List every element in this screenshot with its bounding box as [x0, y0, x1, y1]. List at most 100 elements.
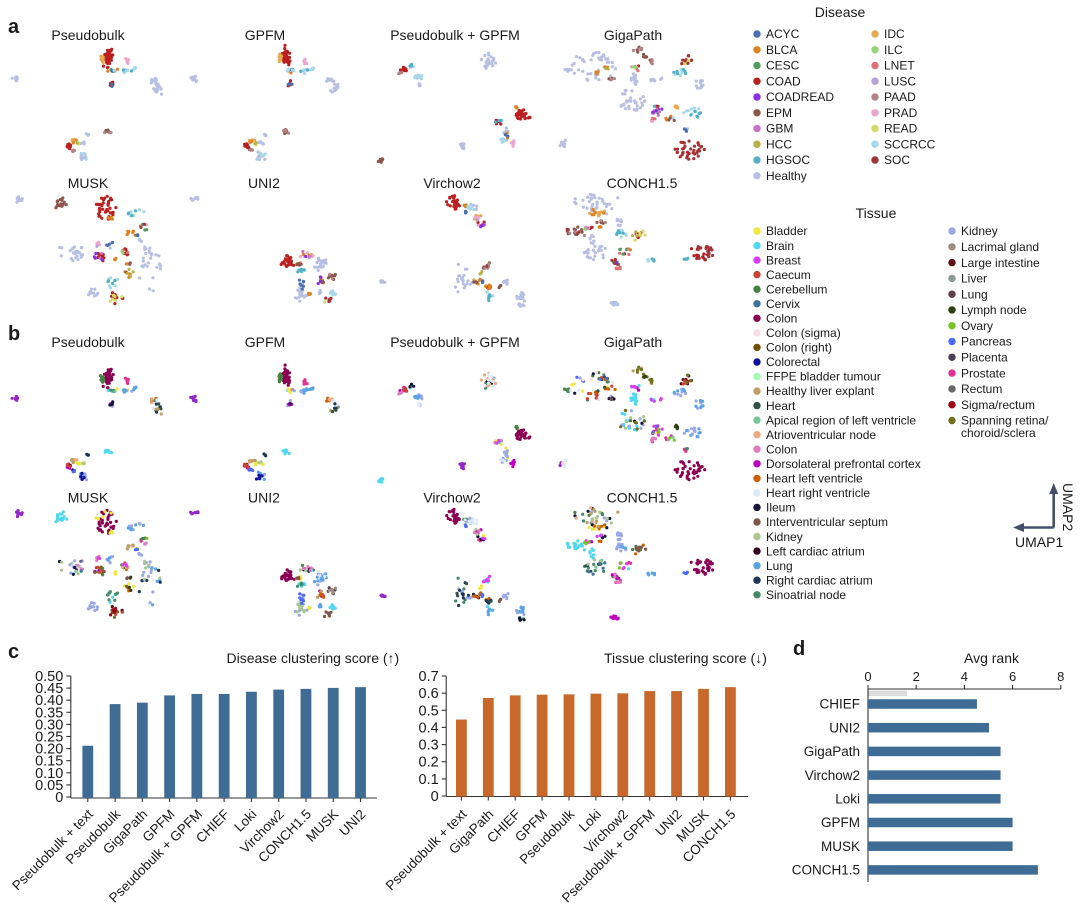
- svg-text:Lymph node: Lymph node: [961, 303, 1027, 317]
- svg-text:0: 0: [55, 790, 63, 806]
- svg-text:d: d: [793, 638, 805, 660]
- svg-text:Breast: Breast: [766, 253, 801, 267]
- svg-text:Sigma/rectum: Sigma/rectum: [961, 398, 1035, 412]
- svg-text:Lung: Lung: [766, 559, 793, 573]
- svg-text:UMAP1: UMAP1: [1015, 534, 1063, 550]
- svg-text:Heart right ventricle: Heart right ventricle: [766, 486, 870, 500]
- svg-text:0.40: 0.40: [35, 693, 63, 709]
- svg-text:Pseudobulk + GPFM: Pseudobulk + GPFM: [390, 27, 520, 43]
- svg-text:Healthy liver explant: Healthy liver explant: [766, 384, 875, 398]
- svg-text:Disease: Disease: [815, 4, 866, 20]
- svg-text:Large intestine: Large intestine: [961, 256, 1040, 270]
- svg-text:Heart left ventricle: Heart left ventricle: [766, 472, 863, 486]
- svg-text:0.30: 0.30: [35, 717, 63, 733]
- svg-text:0: 0: [431, 789, 439, 805]
- svg-text:UNI2: UNI2: [829, 720, 860, 735]
- svg-text:c: c: [8, 641, 19, 663]
- svg-text:Spanning retina/: Spanning retina/: [961, 414, 1049, 428]
- svg-text:Liver: Liver: [961, 272, 987, 286]
- svg-text:Virchow2: Virchow2: [423, 175, 481, 191]
- svg-text:Lung: Lung: [961, 287, 988, 301]
- svg-text:GigaPath: GigaPath: [604, 334, 662, 350]
- svg-text:Healthy: Healthy: [766, 169, 807, 183]
- svg-text:Virchow2: Virchow2: [805, 768, 860, 783]
- svg-text:Interventricular septum: Interventricular septum: [766, 515, 888, 529]
- svg-text:GPFM: GPFM: [245, 334, 285, 350]
- svg-text:COAD: COAD: [766, 75, 801, 89]
- svg-text:COADREAD: COADREAD: [766, 90, 834, 104]
- svg-text:8: 8: [1057, 669, 1064, 684]
- svg-text:MUSK: MUSK: [821, 839, 860, 854]
- svg-text:GPFM: GPFM: [245, 27, 285, 43]
- svg-text:Pseudobulk: Pseudobulk: [51, 334, 125, 350]
- svg-text:0.35: 0.35: [35, 705, 63, 721]
- svg-text:choroid/sclera: choroid/sclera: [961, 426, 1036, 440]
- svg-text:Colon (sigma): Colon (sigma): [766, 326, 841, 340]
- svg-text:Pseudobulk + GPFM: Pseudobulk + GPFM: [390, 334, 520, 350]
- svg-text:HCC: HCC: [766, 137, 792, 151]
- svg-text:GigaPath: GigaPath: [604, 27, 662, 43]
- svg-text:Right cardiac atrium: Right cardiac atrium: [766, 573, 873, 587]
- svg-text:6: 6: [1009, 669, 1016, 684]
- svg-text:Cervix: Cervix: [766, 297, 800, 311]
- svg-text:SOC: SOC: [884, 153, 910, 167]
- svg-text:0.25: 0.25: [35, 730, 63, 746]
- svg-text:Lacrimal gland: Lacrimal gland: [961, 240, 1039, 254]
- svg-text:BLCA: BLCA: [766, 43, 797, 57]
- svg-text:Left cardiac atrium: Left cardiac atrium: [766, 544, 865, 558]
- svg-text:0.15: 0.15: [35, 754, 63, 770]
- svg-text:0.45: 0.45: [35, 681, 63, 697]
- svg-text:CONCH1.5: CONCH1.5: [607, 490, 678, 506]
- svg-text:Dorsolateral prefrontal cortex: Dorsolateral prefrontal cortex: [766, 457, 921, 471]
- svg-text:LUSC: LUSC: [884, 75, 916, 89]
- svg-text:Atrioventricular node: Atrioventricular node: [766, 428, 876, 442]
- svg-text:Bladder: Bladder: [766, 224, 807, 238]
- svg-text:CONCH1.5: CONCH1.5: [792, 863, 860, 878]
- svg-text:MUSK: MUSK: [68, 490, 109, 506]
- svg-text:CESC: CESC: [766, 59, 800, 73]
- svg-text:Kidney: Kidney: [766, 530, 803, 544]
- svg-text:0.10: 0.10: [35, 766, 63, 782]
- svg-text:GPFM: GPFM: [821, 815, 860, 830]
- svg-text:2: 2: [913, 669, 920, 684]
- svg-text:0.20: 0.20: [35, 742, 63, 758]
- svg-text:IDC: IDC: [884, 27, 905, 41]
- svg-text:UNI2: UNI2: [248, 175, 280, 191]
- svg-text:CONCH1.5: CONCH1.5: [607, 175, 678, 191]
- svg-text:0.1: 0.1: [419, 772, 439, 788]
- svg-text:SCCRCC: SCCRCC: [884, 137, 936, 151]
- svg-text:GigaPath: GigaPath: [804, 744, 860, 759]
- svg-text:Colon: Colon: [766, 312, 797, 326]
- svg-text:0.2: 0.2: [419, 755, 439, 771]
- svg-text:Loki: Loki: [835, 792, 860, 807]
- svg-text:FFPE bladder tumour: FFPE bladder tumour: [766, 370, 881, 384]
- svg-text:a: a: [8, 16, 20, 38]
- svg-text:Brain: Brain: [766, 239, 794, 253]
- svg-text:Tissue: Tissue: [856, 205, 897, 221]
- svg-text:PAAD: PAAD: [884, 90, 916, 104]
- svg-text:HGSOC: HGSOC: [766, 153, 810, 167]
- svg-text:Disease clustering score (↑): Disease clustering score (↑): [227, 650, 400, 666]
- svg-text:MUSK: MUSK: [68, 175, 109, 191]
- svg-text:Prostate: Prostate: [961, 366, 1006, 380]
- svg-text:Sinoatrial node: Sinoatrial node: [766, 588, 846, 602]
- svg-text:GBM: GBM: [766, 122, 793, 136]
- svg-text:Rectum: Rectum: [961, 382, 1002, 396]
- svg-text:CHIEF: CHIEF: [820, 697, 861, 712]
- svg-text:ACYC: ACYC: [766, 27, 800, 41]
- svg-text:Kidney: Kidney: [961, 224, 998, 238]
- svg-text:UNI2: UNI2: [248, 490, 280, 506]
- svg-text:PRAD: PRAD: [884, 106, 918, 120]
- svg-text:0.4: 0.4: [419, 720, 439, 736]
- svg-text:4: 4: [961, 669, 968, 684]
- svg-text:Colon (right): Colon (right): [766, 341, 832, 355]
- svg-text:Pancreas: Pancreas: [961, 335, 1012, 349]
- svg-text:0.6: 0.6: [419, 686, 439, 702]
- svg-text:Placenta: Placenta: [961, 351, 1008, 365]
- svg-text:Heart: Heart: [766, 399, 796, 413]
- svg-text:Ovary: Ovary: [961, 319, 993, 333]
- svg-text:0.7: 0.7: [419, 669, 439, 685]
- svg-text:Ileum: Ileum: [766, 501, 795, 515]
- svg-text:Cerebellum: Cerebellum: [766, 282, 827, 296]
- svg-text:Virchow2: Virchow2: [423, 490, 481, 506]
